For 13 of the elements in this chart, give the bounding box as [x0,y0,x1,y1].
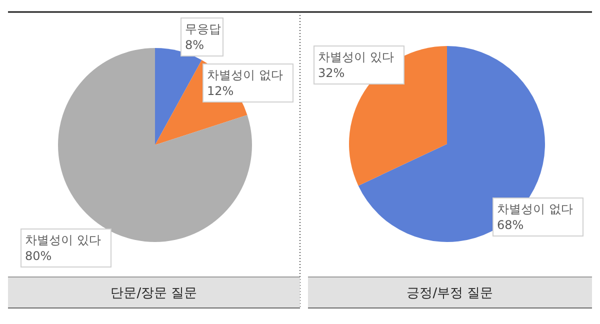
pie-slice [155,48,202,145]
slice-label: 차별성이 있다 [318,50,394,64]
data-label: 8% [185,38,204,52]
slice-label: 차별성이 있다 [25,233,101,247]
data-label: 80% [25,249,52,263]
data-label: 32% [318,66,345,80]
text: 긍정/부정 질문 [406,286,494,301]
data-label: 12% [207,84,234,98]
text: 단문/장문 질문 [110,286,198,301]
slice-label: 차별성이 없다 [497,202,573,216]
slice-label: 무응답 [185,22,221,36]
slice-label: 차별성이 없다 [207,68,283,82]
data-label: 68% [497,218,524,232]
